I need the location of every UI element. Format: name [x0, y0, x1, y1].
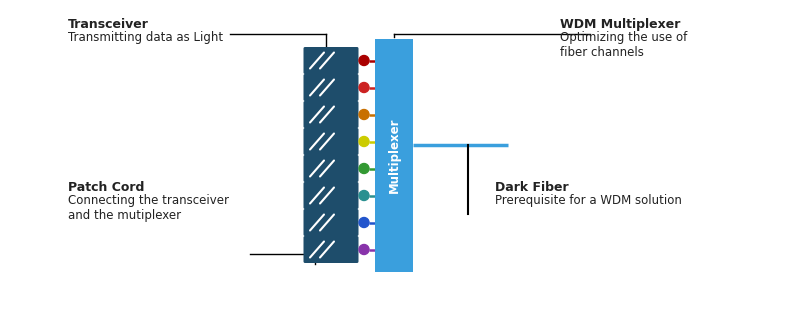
Bar	[375, 39, 413, 272]
Text: Transceiver: Transceiver	[68, 18, 149, 31]
Circle shape	[359, 83, 369, 92]
Text: Prerequisite for a WDM solution: Prerequisite for a WDM solution	[495, 194, 682, 207]
FancyBboxPatch shape	[303, 47, 358, 74]
Circle shape	[359, 244, 369, 255]
FancyBboxPatch shape	[303, 209, 358, 236]
Circle shape	[359, 56, 369, 66]
Circle shape	[359, 191, 369, 201]
Text: Multiplexer: Multiplexer	[387, 117, 401, 193]
Text: WDM Multiplexer: WDM Multiplexer	[560, 18, 680, 31]
Text: Patch Cord: Patch Cord	[68, 181, 144, 194]
Text: Dark Fiber: Dark Fiber	[495, 181, 569, 194]
FancyBboxPatch shape	[303, 74, 358, 101]
FancyBboxPatch shape	[303, 128, 358, 155]
Circle shape	[359, 109, 369, 120]
FancyBboxPatch shape	[303, 155, 358, 182]
Text: Optimizing the use of
fiber channels: Optimizing the use of fiber channels	[560, 31, 687, 59]
FancyBboxPatch shape	[303, 236, 358, 263]
Circle shape	[359, 218, 369, 227]
FancyBboxPatch shape	[303, 182, 358, 209]
FancyBboxPatch shape	[303, 101, 358, 128]
Circle shape	[359, 137, 369, 146]
Circle shape	[359, 163, 369, 173]
Text: Transmitting data as Light: Transmitting data as Light	[68, 31, 223, 44]
Text: Connecting the transceiver
and the mutiplexer: Connecting the transceiver and the mutip…	[68, 194, 229, 222]
